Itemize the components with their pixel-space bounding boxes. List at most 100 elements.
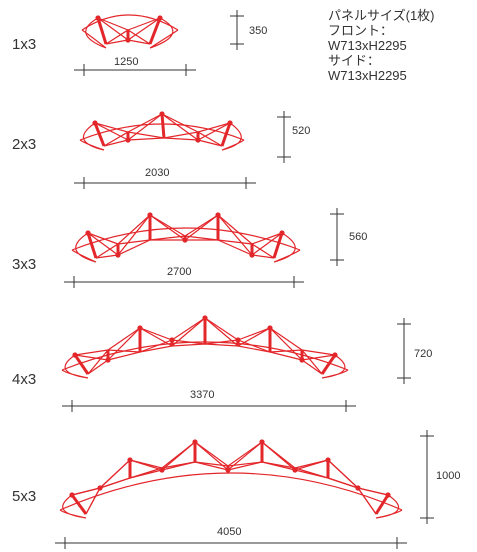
frame-brace: [107, 327, 141, 351]
floor-arc: [61, 341, 349, 371]
config-label-2x3: 2x3: [12, 136, 37, 153]
width-label-1x3: 1250: [114, 56, 139, 68]
frame-brace: [171, 317, 206, 347]
frame-joint: [137, 325, 143, 331]
frame-joint: [259, 439, 265, 445]
frame-joint: [127, 457, 133, 463]
frame-5x3: [59, 439, 403, 519]
frame-brace: [99, 477, 131, 489]
frame-brace: [161, 441, 196, 469]
frame-joint: [235, 337, 241, 343]
frame-brace: [87, 232, 119, 245]
frame-brace: [87, 359, 109, 375]
frame-brace: [217, 239, 253, 256]
frame-joint: [125, 37, 131, 43]
frame-joint: [105, 357, 111, 363]
frame-brace: [204, 317, 239, 347]
frame-post: [374, 494, 390, 515]
depth-label-1x3: 350: [249, 25, 268, 37]
frame-brace: [227, 441, 263, 467]
end-curve-right: [375, 494, 403, 519]
frame-brace: [251, 232, 283, 245]
frame-brace: [99, 459, 131, 489]
depth-label-5x3: 1000: [436, 470, 461, 482]
frame-joint: [355, 485, 361, 491]
front-label: フロント：: [328, 23, 394, 38]
side-size: W713xH2295: [328, 68, 407, 83]
frame-brace: [269, 351, 303, 361]
frame-post: [320, 354, 337, 375]
frame-brace: [129, 459, 163, 469]
frame-post: [160, 113, 166, 139]
frame-brace: [194, 441, 229, 467]
frame-brace: [327, 459, 359, 489]
frame-brace: [107, 351, 141, 361]
end-curve-left: [81, 17, 107, 49]
frame-joint: [215, 212, 221, 218]
frame-brace: [161, 461, 196, 471]
frame-joint: [182, 237, 188, 243]
end-curve-right: [221, 122, 245, 151]
frame-joint: [147, 212, 153, 218]
frame-brace: [301, 359, 323, 375]
frame-brace: [103, 139, 129, 147]
frame-joint: [325, 457, 331, 463]
floor-arc: [79, 123, 245, 141]
floor-arc: [71, 227, 301, 251]
frame-joint: [192, 439, 198, 445]
frame-joint: [97, 485, 103, 491]
frame-drawings: [59, 14, 403, 519]
frame-4x3: [61, 315, 349, 379]
frame-post: [220, 122, 232, 147]
floor-arc: [81, 14, 179, 31]
end-curve-left: [79, 122, 105, 151]
frame-post: [70, 494, 88, 515]
floor-arc: [59, 472, 403, 511]
frame-brace: [139, 327, 173, 347]
frame-brace: [294, 459, 329, 469]
frame-brace: [327, 477, 359, 489]
frame-brace: [94, 122, 129, 133]
frame-post: [93, 122, 106, 147]
frame-post: [148, 17, 162, 45]
frame-brace: [95, 254, 119, 259]
end-curve-right: [273, 232, 301, 263]
frame-brace: [237, 327, 271, 347]
frame-brace: [197, 139, 223, 147]
frame-joint: [225, 467, 231, 473]
end-curve-left: [59, 494, 87, 519]
frame-brace: [117, 239, 151, 256]
width-label-3x3: 2700: [167, 266, 192, 278]
frame-brace: [127, 17, 161, 31]
frame-brace: [261, 441, 296, 469]
frame-joint: [169, 337, 175, 343]
frame-brace: [85, 487, 101, 515]
frame-brace: [127, 113, 163, 133]
depth-label-3x3: 560: [349, 231, 368, 243]
frame-brace: [149, 214, 186, 237]
width-label-5x3: 4050: [217, 526, 242, 538]
frame-brace: [74, 349, 109, 356]
frame-joint: [115, 252, 121, 258]
frame-2x3: [79, 111, 245, 151]
frame-brace: [127, 39, 151, 45]
end-curve-right: [149, 17, 179, 49]
end-curve-left: [61, 354, 89, 379]
end-curve-left: [71, 232, 97, 263]
frame-inner-edge: [87, 343, 323, 375]
width-label-4x3: 3370: [190, 389, 215, 401]
frame-brace: [301, 349, 336, 356]
frame-post: [272, 232, 284, 259]
frame-brace: [161, 113, 199, 133]
frame-joint: [125, 137, 131, 143]
frame-joint: [249, 252, 255, 258]
config-label-3x3: 3x3: [12, 256, 37, 273]
depth-label-2x3: 520: [292, 125, 311, 137]
dimension-lines: [55, 10, 434, 549]
frame-brace: [237, 339, 271, 353]
config-label-4x3: 4x3: [12, 371, 37, 388]
frame-brace: [357, 487, 377, 515]
end-curve-right: [321, 354, 349, 379]
frame-post: [73, 354, 90, 375]
